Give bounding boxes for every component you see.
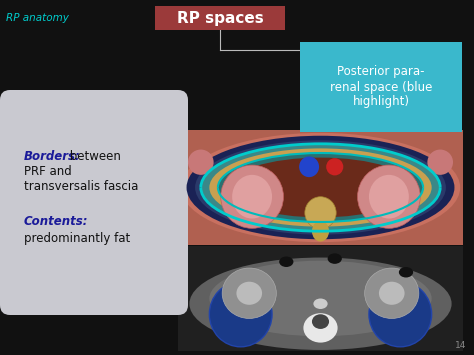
FancyBboxPatch shape [0, 90, 188, 315]
Text: between: between [66, 150, 121, 163]
Ellipse shape [312, 221, 329, 241]
Text: Borders:: Borders: [24, 150, 81, 163]
Ellipse shape [232, 175, 272, 219]
Ellipse shape [210, 261, 432, 336]
FancyBboxPatch shape [155, 6, 285, 30]
Ellipse shape [357, 165, 420, 228]
Ellipse shape [181, 133, 460, 242]
Ellipse shape [237, 282, 262, 305]
Ellipse shape [228, 158, 413, 217]
Text: 14: 14 [455, 341, 466, 350]
Text: RP spaces: RP spaces [177, 11, 264, 26]
Ellipse shape [195, 140, 446, 235]
Ellipse shape [190, 257, 452, 350]
Ellipse shape [369, 282, 432, 347]
Ellipse shape [379, 282, 405, 305]
Ellipse shape [218, 153, 423, 222]
FancyBboxPatch shape [300, 42, 462, 132]
Ellipse shape [313, 299, 328, 309]
Ellipse shape [399, 267, 413, 278]
Ellipse shape [328, 253, 342, 264]
Ellipse shape [201, 144, 440, 231]
Text: Contents:: Contents: [24, 215, 89, 228]
Text: predominantly fat: predominantly fat [24, 232, 130, 245]
Text: transversalis fascia: transversalis fascia [24, 180, 138, 193]
Text: Posterior para-
renal space (blue
highlight): Posterior para- renal space (blue highli… [330, 66, 432, 109]
Ellipse shape [210, 282, 272, 347]
Ellipse shape [210, 148, 432, 226]
FancyBboxPatch shape [178, 246, 463, 351]
Text: RP anatomy: RP anatomy [6, 13, 69, 23]
Ellipse shape [222, 268, 276, 318]
Ellipse shape [188, 149, 214, 175]
Ellipse shape [312, 314, 329, 329]
Ellipse shape [279, 257, 293, 267]
Ellipse shape [365, 268, 419, 318]
Ellipse shape [326, 158, 343, 175]
Text: PRF and: PRF and [24, 165, 72, 178]
Ellipse shape [187, 136, 455, 239]
Ellipse shape [369, 175, 409, 219]
Ellipse shape [221, 165, 283, 228]
Ellipse shape [299, 157, 319, 177]
FancyBboxPatch shape [178, 130, 463, 245]
Ellipse shape [305, 197, 336, 229]
Ellipse shape [303, 313, 337, 343]
Ellipse shape [428, 149, 453, 175]
